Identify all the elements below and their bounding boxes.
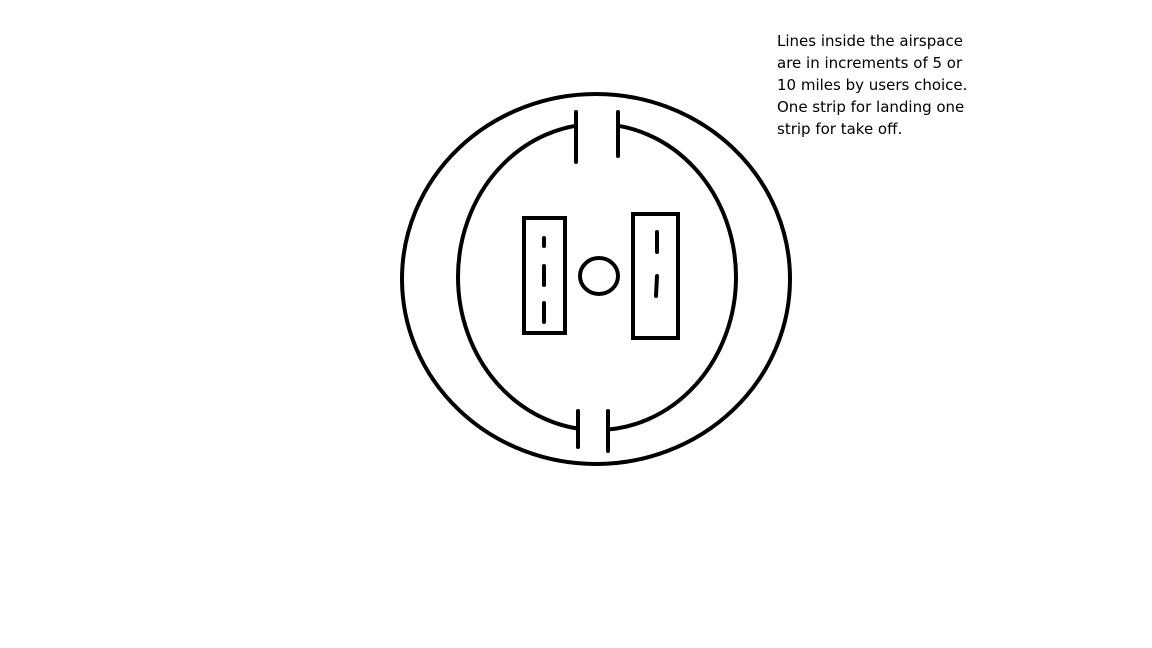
- annotation-line-1: Lines inside the airspace: [777, 32, 963, 50]
- annotation-line-2: are in increments of 5 or: [777, 54, 963, 72]
- annotation-line-4: One strip for landing one: [777, 98, 965, 116]
- annotation-line-3: 10 miles by users choice.: [777, 76, 968, 94]
- outer-airspace-circle: [400, 92, 792, 466]
- runway-strip-left: [522, 216, 567, 335]
- runway-right-dash-2: [654, 274, 659, 298]
- tower-circle: [578, 256, 620, 296]
- inner-airspace-circle: [456, 122, 738, 432]
- annotation-text: Lines inside the airspace are in increme…: [777, 30, 977, 140]
- runway-strip-right: [631, 212, 680, 340]
- annotation-line-5: strip for take off.: [777, 120, 903, 138]
